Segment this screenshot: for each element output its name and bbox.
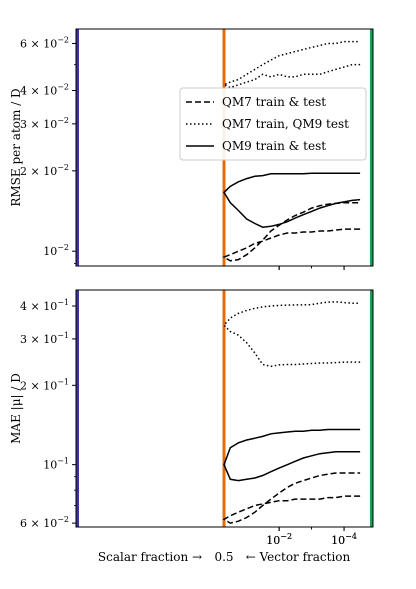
series-line-dashed (222, 472, 361, 524)
x-label-scalar: Scalar fraction → (98, 550, 202, 564)
chart-panel-1: 10−2 2 × 10−2 3 × 10−2 4 × 10−2 6 × 10−2 RMSE… (9, 28, 374, 270)
legend-box (179, 87, 367, 161)
x-tick-label: 10−4 (331, 532, 357, 547)
y-tick-label: 10−1 (43, 457, 69, 472)
series-line-solid (223, 172, 361, 228)
x-label-vector: ← Vector fraction (246, 550, 351, 564)
y-tick-label: 2 × 10−2 (20, 163, 69, 178)
legend-label: QM9 train & test (222, 139, 326, 153)
y-tick-label: 6 × 10−2 (20, 515, 69, 530)
x-tick-label: 10−4 (331, 532, 357, 547)
y-tick-label: 3 × 10−2 (20, 116, 69, 131)
x-tick-label: 10−2 (266, 532, 292, 547)
y-tick-label: 4 × 10−2 (20, 83, 69, 98)
y-tick-label: 4 × 10−1 (20, 298, 69, 313)
y-tick-label: 3 × 10−1 (20, 331, 69, 346)
y-tick-label: 2 × 10−1 (20, 377, 69, 392)
y-tick-label: 6 × 10−2 (20, 36, 69, 51)
series-line-solid (223, 428, 361, 482)
x-label-mid: 0.5 (214, 550, 233, 564)
chart-panel-2: 6 × 10−2 10−1 2 × 10−1 3 × 10−1 4 × 10−1 MAE … (9, 289, 374, 564)
y-axis-label: MAE |μ| / D (9, 373, 23, 444)
series-line-dotted (222, 301, 361, 368)
series-line-dotted (222, 40, 361, 89)
legend-label: QM7 train & test (222, 95, 326, 109)
y-tick-label: 10−2 (43, 243, 69, 258)
series-line-dashed (222, 201, 361, 262)
plot-frame (75, 28, 374, 267)
plot-frame (75, 289, 374, 528)
legend: QM7 train & test QM7 train, QM9 test QM9 t… (179, 87, 367, 161)
y-axis-label: RMSE per atom / D (9, 88, 23, 206)
legend-label: QM7 train, QM9 test (222, 117, 349, 131)
x-tick-label: 10−2 (266, 532, 292, 547)
